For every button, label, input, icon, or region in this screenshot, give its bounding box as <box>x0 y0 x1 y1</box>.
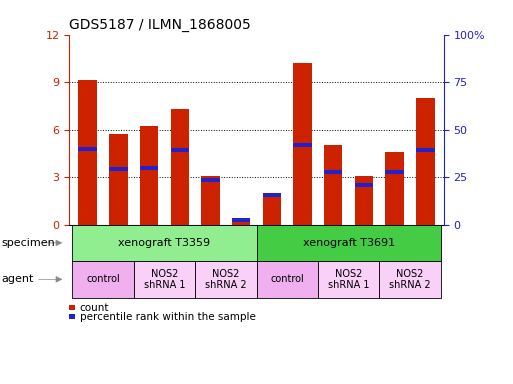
Text: NOS2
shRNA 2: NOS2 shRNA 2 <box>205 268 247 290</box>
Bar <box>170 109 189 225</box>
Bar <box>416 98 435 225</box>
Text: xenograft T3691: xenograft T3691 <box>303 238 394 248</box>
Text: agent: agent <box>1 274 33 285</box>
Bar <box>201 178 220 182</box>
Bar <box>232 218 250 222</box>
Bar <box>109 167 128 171</box>
Bar <box>263 193 281 225</box>
Text: control: control <box>270 274 304 285</box>
Text: control: control <box>86 274 120 285</box>
Bar <box>78 81 97 225</box>
Bar <box>140 126 159 225</box>
Bar <box>385 170 404 174</box>
Text: xenograft T3359: xenograft T3359 <box>119 238 210 248</box>
Bar <box>293 144 312 147</box>
Text: GDS5187 / ILMN_1868005: GDS5187 / ILMN_1868005 <box>69 18 251 32</box>
Text: count: count <box>80 303 109 313</box>
Bar <box>416 148 435 152</box>
Bar <box>385 152 404 225</box>
Bar <box>140 166 159 170</box>
Text: NOS2
shRNA 1: NOS2 shRNA 1 <box>144 268 185 290</box>
Bar <box>109 134 128 225</box>
Text: specimen: specimen <box>1 238 55 248</box>
Bar <box>324 146 343 225</box>
Bar <box>293 63 312 225</box>
Bar <box>324 170 343 174</box>
Text: NOS2
shRNA 1: NOS2 shRNA 1 <box>328 268 369 290</box>
Bar <box>78 147 97 151</box>
Bar <box>170 148 189 152</box>
Bar <box>354 175 373 225</box>
Bar <box>263 192 281 197</box>
Bar <box>232 222 250 225</box>
Bar <box>201 175 220 225</box>
Text: percentile rank within the sample: percentile rank within the sample <box>80 312 255 322</box>
Bar <box>354 183 373 187</box>
Text: NOS2
shRNA 2: NOS2 shRNA 2 <box>389 268 431 290</box>
